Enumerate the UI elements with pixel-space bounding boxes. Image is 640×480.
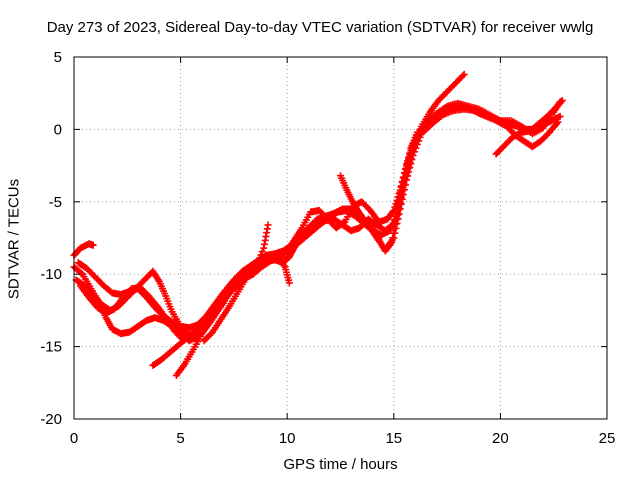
- axis-ticks: [73, 56, 608, 420]
- tick-labels: 0 5 10 15 20 25 5 0 -5 -10 -15 -20: [40, 49, 615, 447]
- data-point-marker: [394, 211, 402, 219]
- data-point-marker: [339, 219, 347, 227]
- x-tick-label: 15: [385, 430, 402, 447]
- data-point-marker: [391, 225, 399, 233]
- data-point-marker: [257, 251, 265, 259]
- x-tick-label: 5: [176, 430, 184, 447]
- data-point-marker: [258, 248, 266, 256]
- series-4: [76, 70, 468, 343]
- data-point-marker: [388, 238, 396, 246]
- data-point-marker: [389, 234, 397, 242]
- data-point-marker: [558, 96, 566, 104]
- y-tick-label: -20: [40, 411, 62, 428]
- data-point-marker: [254, 258, 262, 266]
- data-point-marker: [392, 220, 400, 228]
- data-point-marker: [387, 240, 395, 248]
- data-point-marker: [403, 164, 411, 172]
- data-point-marker: [392, 200, 400, 208]
- data-point-marker: [460, 70, 468, 78]
- y-tick-label: -10: [40, 266, 62, 283]
- y-axis-label: SDTVAR / TECUs: [5, 178, 23, 300]
- x-tick-label: 25: [599, 430, 616, 447]
- data-point-marker: [255, 254, 263, 262]
- data-point-marker: [389, 208, 397, 216]
- data-point-marker: [393, 215, 401, 223]
- data-point-marker: [395, 205, 403, 213]
- data-point-marker: [399, 181, 407, 189]
- data-point-marker: [557, 98, 565, 106]
- data-point-marker: [251, 267, 259, 275]
- chart-title: Day 273 of 2023, Sidereal Day-to-day VTE…: [46, 19, 594, 36]
- x-tick-label: 10: [279, 430, 296, 447]
- data-point-marker: [400, 175, 408, 183]
- data-point-marker: [556, 112, 564, 120]
- data-point-marker: [459, 72, 467, 80]
- x-tick-label: 0: [70, 430, 78, 447]
- y-tick-label: -15: [40, 339, 62, 356]
- data-point-marker: [391, 203, 399, 211]
- y-tick-label: 5: [54, 49, 62, 66]
- data-point-marker: [264, 221, 272, 229]
- y-tick-label: -5: [49, 194, 62, 211]
- x-axis-label: GPS time / hours: [283, 456, 398, 473]
- y-tick-label: 0: [54, 121, 62, 138]
- data-point-marker: [396, 199, 404, 207]
- data-series-group: [70, 70, 566, 380]
- series-8: [337, 128, 421, 255]
- data-point-marker: [402, 170, 410, 178]
- data-point-marker: [207, 330, 215, 338]
- plot-frame: [73, 56, 608, 420]
- data-point-marker: [406, 149, 414, 157]
- data-point-marker: [285, 279, 293, 287]
- data-point-marker: [397, 193, 405, 201]
- data-point-marker: [404, 159, 412, 167]
- series-9: [492, 96, 566, 158]
- series-7: [200, 267, 259, 345]
- data-point-marker: [77, 269, 85, 277]
- data-point-marker: [405, 154, 413, 162]
- data-point-marker: [390, 206, 398, 214]
- x-tick-label: 20: [492, 430, 509, 447]
- series-0: [70, 240, 97, 259]
- data-point-marker: [554, 118, 562, 126]
- data-point-marker: [399, 173, 407, 181]
- data-point-marker: [250, 268, 258, 276]
- series-6: [172, 254, 293, 380]
- data-point-marker: [280, 262, 288, 270]
- data-point-marker: [398, 187, 406, 195]
- data-point-marker: [413, 128, 421, 136]
- data-point-marker: [89, 241, 97, 249]
- data-point-marker: [390, 229, 398, 237]
